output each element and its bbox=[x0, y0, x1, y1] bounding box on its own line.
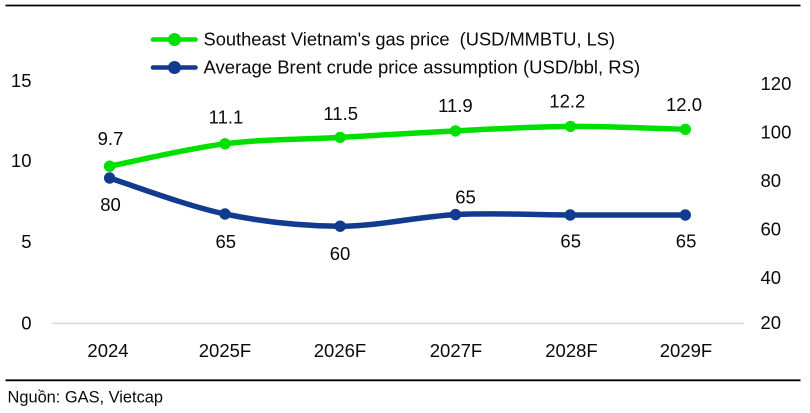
svg-text:11.1: 11.1 bbox=[209, 106, 244, 127]
svg-text:60: 60 bbox=[761, 219, 782, 240]
svg-text:20: 20 bbox=[761, 312, 782, 333]
svg-text:10: 10 bbox=[11, 150, 32, 171]
svg-text:100: 100 bbox=[761, 122, 792, 143]
svg-text:11.5: 11.5 bbox=[323, 103, 358, 124]
svg-text:65: 65 bbox=[455, 187, 476, 208]
svg-text:Southeast Vietnam's gas price: Southeast Vietnam's gas price (USD/MMBTU… bbox=[204, 29, 616, 50]
svg-text:15: 15 bbox=[11, 70, 32, 91]
svg-text:5: 5 bbox=[21, 231, 31, 252]
svg-text:60: 60 bbox=[330, 243, 351, 264]
svg-text:80: 80 bbox=[761, 170, 782, 191]
svg-text:12.0: 12.0 bbox=[666, 94, 702, 115]
svg-text:65: 65 bbox=[676, 230, 697, 251]
svg-text:2024: 2024 bbox=[87, 340, 128, 361]
svg-text:12.2: 12.2 bbox=[549, 90, 585, 111]
svg-text:2028F: 2028F bbox=[545, 340, 597, 361]
svg-text:11.9: 11.9 bbox=[438, 95, 473, 116]
svg-text:65: 65 bbox=[216, 231, 237, 252]
svg-text:40: 40 bbox=[761, 267, 782, 288]
svg-text:Average Brent crude price assu: Average Brent crude price assumption (US… bbox=[204, 57, 641, 78]
svg-text:2027F: 2027F bbox=[430, 340, 482, 361]
svg-text:2029F: 2029F bbox=[660, 340, 712, 361]
svg-text:2026F: 2026F bbox=[314, 340, 366, 361]
svg-text:65: 65 bbox=[560, 230, 581, 251]
svg-text:120: 120 bbox=[761, 73, 792, 94]
svg-text:Nguồn: GAS, Vietcap: Nguồn: GAS, Vietcap bbox=[8, 389, 164, 407]
svg-text:2025F: 2025F bbox=[199, 340, 251, 361]
svg-text:80: 80 bbox=[100, 194, 121, 215]
svg-text:0: 0 bbox=[21, 313, 31, 334]
svg-text:9.7: 9.7 bbox=[98, 128, 124, 149]
